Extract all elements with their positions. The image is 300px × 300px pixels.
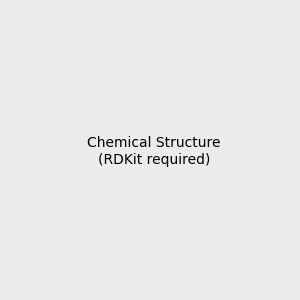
Text: Chemical Structure
(RDKit required): Chemical Structure (RDKit required) xyxy=(87,136,220,166)
